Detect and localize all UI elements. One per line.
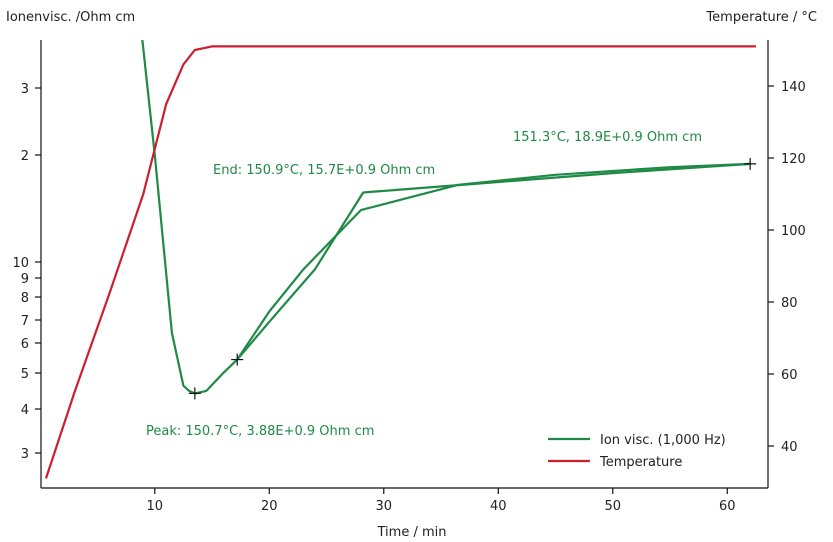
left-tick-label: 10 bbox=[12, 256, 29, 271]
legend-label-temperature: Temperature bbox=[599, 455, 682, 470]
left-tick-label: 3 bbox=[21, 82, 29, 97]
series-line-2 bbox=[44, 45, 756, 479]
point-marker bbox=[188, 387, 201, 400]
left-tick-label: 5 bbox=[21, 367, 29, 382]
x-tick-label: 30 bbox=[376, 499, 393, 514]
legend-label-ion-visc: Ion visc. (1,000 Hz) bbox=[600, 433, 726, 448]
annotation-peak: Peak: 150.7°C, 3.88E+0.9 Ohm cm bbox=[146, 424, 374, 439]
right-axis-label: Temperature / °C bbox=[705, 10, 817, 25]
left-tick-label: 4 bbox=[21, 403, 29, 418]
x-axis-label: Time / min bbox=[377, 525, 447, 540]
left-axis-label: Ionenvisc. /Ohm cm bbox=[6, 10, 135, 25]
point-marker bbox=[744, 157, 757, 170]
left-tick-label: 9 bbox=[21, 272, 29, 287]
left-tick-label: 8 bbox=[21, 291, 29, 306]
left-tick-label: 2 bbox=[21, 149, 29, 164]
annotation-final: 151.3°C, 18.9E+0.9 Ohm cm bbox=[513, 130, 702, 145]
x-tick-label: 10 bbox=[147, 499, 164, 514]
annotation-end: End: 150.9°C, 15.7E+0.9 Ohm cm bbox=[213, 163, 435, 178]
right-tick-label: 60 bbox=[781, 368, 798, 383]
right-tick-label: 100 bbox=[781, 224, 806, 239]
point-marker bbox=[231, 353, 244, 366]
series-line-1 bbox=[236, 162, 751, 361]
legend: Ion visc. (1,000 Hz) Temperature bbox=[548, 433, 726, 470]
right-tick-label: 80 bbox=[781, 296, 798, 311]
x-tick-label: 60 bbox=[719, 499, 736, 514]
left-tick-label: 6 bbox=[21, 337, 29, 352]
x-tick-label: 40 bbox=[490, 499, 507, 514]
right-tick-label: 140 bbox=[781, 80, 806, 95]
left-tick-label: 3 bbox=[21, 447, 29, 462]
right-tick-label: 120 bbox=[781, 152, 806, 167]
series-line-0 bbox=[141, 40, 751, 395]
right-tick-label: 40 bbox=[781, 440, 798, 455]
left-tick-label: 7 bbox=[21, 314, 29, 329]
x-tick-label: 20 bbox=[261, 499, 278, 514]
x-tick-label: 50 bbox=[605, 499, 622, 514]
